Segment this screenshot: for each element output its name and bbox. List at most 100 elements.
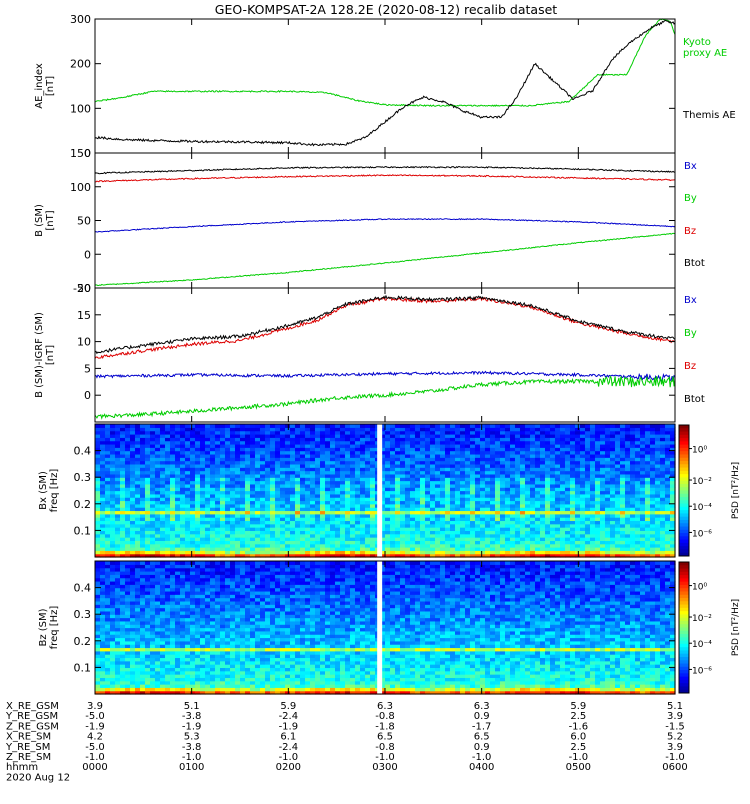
colorbar-band	[679, 487, 689, 491]
spectrogram-cell	[450, 424, 456, 428]
spectrogram-cell	[350, 424, 356, 428]
spectrogram-cell	[330, 424, 336, 428]
spectrogram-cell	[280, 424, 286, 428]
spectrogram-cells-bx	[95, 424, 676, 558]
spectrogram-cell	[255, 424, 261, 428]
colorbar-band	[679, 474, 689, 478]
colorbar-band	[679, 533, 689, 537]
colorbar-tick-label: 10⁰	[692, 446, 707, 456]
spectrogram-cell	[410, 424, 416, 428]
spectrogram-cell	[460, 424, 466, 428]
spectrogram-cell	[640, 424, 646, 428]
spectrogram-cell	[235, 424, 241, 428]
spectrogram-cell	[300, 424, 306, 428]
colorbar-band	[679, 451, 689, 455]
spectrogram-cell	[100, 561, 106, 565]
spectrogram-cell	[405, 424, 411, 428]
colorbar-label: PSD [nT²/Hz]	[731, 462, 741, 519]
spectrogram-cell	[125, 424, 131, 428]
spectrogram-cell	[285, 424, 291, 428]
spectrogram-cell	[105, 424, 111, 428]
spectrogram-cell	[260, 424, 266, 428]
spectrogram-cell	[105, 561, 111, 565]
colorbar-band	[679, 438, 689, 442]
spectrogram-cell	[645, 424, 651, 428]
colorbar-band	[679, 507, 689, 511]
spectrogram-cell	[590, 424, 596, 428]
colorbar-band	[679, 494, 689, 498]
spectrogram-cell	[620, 424, 626, 428]
spectrogram-cell	[665, 424, 671, 428]
spectrogram-cell	[325, 424, 331, 428]
spectrogram-cell	[160, 424, 166, 428]
colorbar-tick-label: 10⁻²	[692, 477, 712, 487]
spectrogram-cell	[525, 424, 531, 428]
spectrogram-cell	[240, 424, 246, 428]
colorbar-band	[679, 481, 689, 485]
spectrogram-cell	[615, 424, 621, 428]
colorbar-band	[679, 530, 689, 534]
spectrogram-cell	[440, 424, 446, 428]
colorbar-band	[679, 536, 689, 540]
colorbar-band	[679, 435, 689, 439]
spectrogram-cells-bz	[95, 561, 676, 695]
spectrogram-cell	[120, 561, 126, 565]
colorbar-band	[679, 468, 689, 472]
spectrogram-cell	[355, 424, 361, 428]
colorbar-band	[679, 432, 689, 436]
spectrogram-cell	[570, 424, 576, 428]
spectrogram-cell	[550, 424, 556, 428]
spectrogram-cell	[655, 424, 661, 428]
spectrogram-cell	[320, 424, 326, 428]
spectrogram-cell	[110, 424, 116, 428]
spectrogram-cell	[340, 424, 346, 428]
spectrogram-cell	[520, 424, 526, 428]
colorbar-band	[679, 477, 689, 481]
colorbar-band	[679, 527, 689, 531]
spectrogram-cell	[310, 424, 316, 428]
spectrogram-cell	[290, 424, 296, 428]
spectrogram-cell	[390, 424, 396, 428]
spectrogram-cell	[100, 424, 106, 428]
colorbar-band	[679, 520, 689, 524]
colorbar-band	[679, 517, 689, 521]
spectrogram-cell	[650, 424, 656, 428]
spectrogram-cell	[535, 424, 541, 428]
data-gap	[377, 424, 382, 557]
colorbar-band	[679, 461, 689, 465]
spectrogram-cell	[145, 424, 151, 428]
spectrogram-cell	[580, 424, 586, 428]
spectrogram-cell	[415, 424, 421, 428]
colorbar-band	[679, 445, 689, 449]
spectrogram-cell	[530, 424, 536, 428]
spectrogram-cell	[335, 424, 341, 428]
spectrogram-cell	[200, 424, 206, 428]
colorbar-band	[679, 441, 689, 445]
spectrogram-cell	[120, 424, 126, 428]
spectrogram-cell	[475, 424, 481, 428]
spectrogram-cell	[270, 424, 276, 428]
spectrogram-cell	[140, 424, 146, 428]
spectrogram-cell	[95, 424, 101, 428]
colorbar-band	[679, 425, 689, 429]
spectrogram-cell	[495, 424, 501, 428]
spectrogram-cell	[605, 424, 611, 428]
spectrogram-cell	[465, 424, 471, 428]
spectrogram-cell	[295, 424, 301, 428]
spectrogram-cell	[565, 424, 571, 428]
spectrogram-cell	[195, 424, 201, 428]
spectrogram-cell	[545, 424, 551, 428]
spectrogram-cell	[220, 424, 226, 428]
spectrogram-cell	[660, 424, 666, 428]
spectrogram-cell	[635, 424, 641, 428]
colorbar-band	[679, 546, 689, 550]
spectrogram-cell	[400, 424, 406, 428]
spectrogram-cell	[425, 424, 431, 428]
spectrogram-cell	[365, 424, 371, 428]
spectrogram-cell	[265, 424, 271, 428]
spectrogram-cell	[185, 424, 191, 428]
colorbar-band	[679, 504, 689, 508]
spectrogram-cell	[95, 561, 101, 565]
colorbar-band	[679, 513, 689, 517]
colorbar-band	[679, 500, 689, 504]
